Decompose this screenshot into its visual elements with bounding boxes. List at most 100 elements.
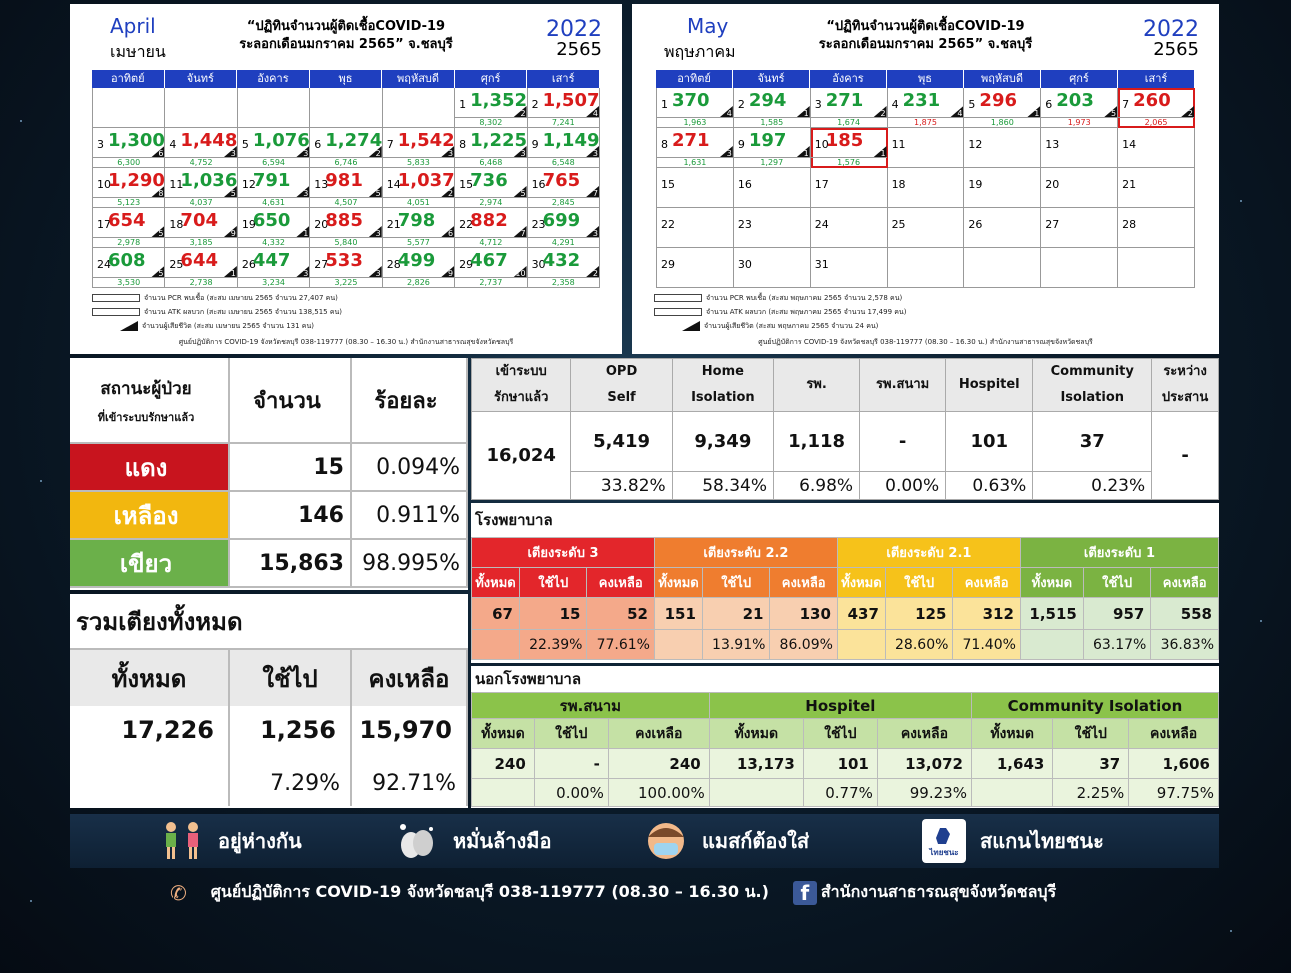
day-number: 24	[97, 258, 111, 271]
system-value: 16,024	[470, 411, 572, 500]
day-cell: 8 271 3 1,631	[657, 128, 734, 168]
pcr-count: 1,674	[810, 117, 887, 127]
bed-subheader: คงเหลือ	[586, 567, 655, 598]
day-cell: 27	[1041, 208, 1119, 248]
day-cell: 1 1,352 2 8,302	[455, 88, 528, 128]
facility-percent: 100.00%	[607, 778, 710, 807]
calendar-footer: ศูนย์ปฏิบัติการ COVID-19 จังหวัดชลบุรี 0…	[758, 338, 1093, 346]
facility-value: 13,072	[876, 748, 972, 779]
day-number: 9	[531, 138, 539, 151]
facility-percent: 2.25%	[1052, 778, 1130, 807]
hotline-text: ศูนย์ปฏิบัติการ COVID-19 จังหวัดชลบุรี 0…	[210, 882, 769, 901]
legend-triangle	[120, 321, 138, 331]
facility-percent	[970, 778, 1054, 807]
day-cell: 29	[657, 248, 734, 288]
bed-subheader: ทั้งหมด	[653, 567, 703, 598]
legend-box	[654, 294, 702, 302]
day-cell: 6 1,274 2 6,746	[310, 128, 383, 168]
case-count: 882	[470, 210, 508, 231]
facility-value: -	[533, 748, 609, 779]
status-label: เขียว	[70, 540, 230, 586]
case-count: 1,076	[252, 130, 310, 151]
system-value: 1,118	[773, 411, 861, 472]
day-number: 2	[531, 98, 539, 111]
pcr-count: 1,297	[733, 157, 810, 167]
day-cell: 30 432 2 2,358	[527, 248, 600, 288]
day-cell: 1 370 4 1,963	[657, 88, 734, 128]
facility-subheader: คงเหลือ	[876, 718, 972, 749]
case-count: 432	[542, 250, 581, 271]
day-cell: 24	[810, 208, 888, 248]
weekday-label: จันทร์	[733, 70, 810, 88]
day-cell: 16	[733, 168, 811, 208]
pcr-count: 5,577	[382, 237, 455, 247]
system-header: OPD Self	[570, 358, 673, 412]
day-number: 8	[459, 138, 467, 151]
header-line: Isolation	[691, 390, 755, 405]
calendar-grid: 1 370 4 1,963 2 294 1 1,585 3 271 2 1,674 4 231 4 1,875…	[656, 88, 1195, 288]
bed-subheader: ทั้งหมด	[471, 567, 520, 598]
weekday-label: ศุกร์	[455, 70, 528, 88]
facility-value: 1,606	[1128, 748, 1219, 779]
day-number: 6	[314, 138, 322, 151]
day-cell	[1118, 248, 1195, 288]
legend-box	[92, 294, 140, 302]
hospital-section-title: โรงพยาบาล	[475, 511, 553, 529]
case-count: 533	[325, 250, 363, 271]
weekday-label: พุธ	[887, 70, 964, 88]
day-number: 7	[1122, 98, 1130, 111]
day-number: 12	[968, 138, 983, 151]
bed-value: 15	[518, 597, 588, 630]
pcr-count: 2,737	[455, 277, 527, 287]
pcr-count: 4,631	[237, 197, 310, 207]
day-cell	[1041, 248, 1119, 288]
case-count: 1,542	[397, 130, 455, 151]
case-count: 1,036	[180, 170, 238, 191]
system-header: เข้าระบบ รักษาแล้ว	[470, 358, 572, 412]
system-header: รพ.สนาม	[859, 358, 947, 412]
pcr-count: 1,631	[657, 157, 733, 167]
day-number: 16	[737, 178, 752, 191]
used-header: ใช้ไป	[230, 650, 352, 706]
day-cell: 5 296 1 1,860	[964, 88, 1042, 128]
header-line: ระหว่าง	[1163, 364, 1207, 379]
day-number: 15	[459, 178, 474, 191]
legend-text: จำนวน ATK ผลบวก (สะสม เมษายน 2565 จำนวน …	[144, 308, 343, 316]
bed-subheader: ใช้ไป	[1082, 567, 1152, 598]
day-number: 24	[814, 218, 829, 231]
bed-percent: 28.60%	[884, 629, 954, 660]
calendar-title: “ปฏิทินจำนวนผู้ติดเชื้อCOVID-19 ระลอกเดื…	[239, 19, 453, 52]
day-cell: 19	[964, 168, 1042, 208]
calendar-legend: จำนวน PCR พบเชื้อ (สะสม พฤษภาคม 2565 จำน…	[654, 291, 906, 333]
day-number: 5	[241, 138, 249, 151]
case-count: 185	[825, 130, 864, 151]
case-count: 1,037	[397, 170, 455, 191]
system-percent: 0.23%	[1032, 471, 1153, 500]
day-cell: 17	[810, 168, 888, 208]
facebook-page-text[interactable]: สำนักงานสาธารณสุขจังหวัดชลบุรี	[820, 882, 1057, 901]
day-number: 1	[459, 98, 467, 111]
case-count: 654	[108, 210, 146, 231]
case-count: 271	[825, 90, 864, 111]
banner-item: แมสก์ต้องใส่	[644, 819, 809, 863]
weekday-label: เสาร์	[527, 70, 600, 88]
header-line: ประสาน	[1161, 390, 1209, 405]
weekday-label: พฤหัสบดี	[382, 70, 455, 88]
day-number: 21	[386, 218, 401, 231]
facility-value: 13,173	[708, 748, 804, 779]
day-number: 26	[968, 218, 983, 231]
system-value: 101	[945, 411, 1034, 472]
day-number: 31	[814, 258, 829, 271]
day-number: 6	[1045, 98, 1053, 111]
day-cell: 26	[964, 208, 1042, 248]
pcr-count: 1,585	[733, 117, 810, 127]
legend-box	[92, 308, 140, 316]
facility-header: Community Isolation	[970, 692, 1220, 719]
pcr-count: 5,833	[382, 157, 455, 167]
pcr-count: 4,291	[527, 237, 599, 247]
bed-subheader: ใช้ไป	[884, 567, 954, 598]
facebook-icon[interactable]: f	[792, 880, 817, 905]
day-cell	[165, 88, 238, 128]
status-percent: 0.911%	[352, 492, 468, 538]
day-number: 12	[241, 178, 256, 191]
